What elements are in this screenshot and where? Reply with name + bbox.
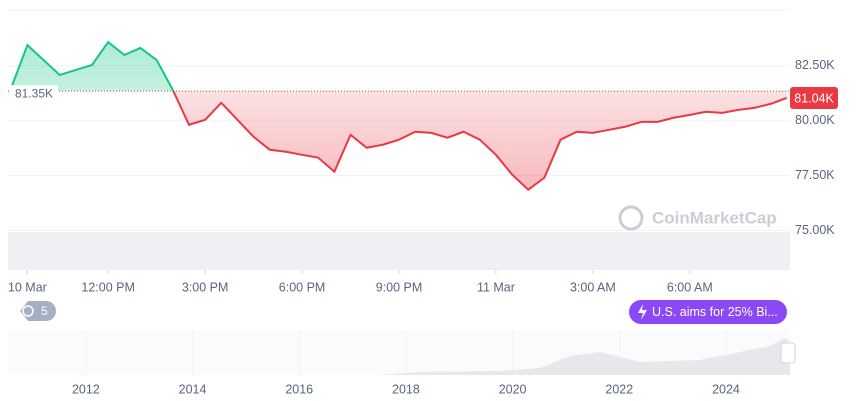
overview-tick-label: 2014	[179, 382, 207, 396]
history-badge[interactable]: 5	[20, 301, 56, 321]
overview-tick-label: 2022	[605, 382, 633, 396]
price-line-down	[172, 91, 788, 191]
overview-tick-label: 2024	[712, 382, 740, 396]
overview-area	[8, 338, 790, 375]
x-tick-label: 3:00 AM	[570, 280, 616, 294]
y-tick-label: 80.00K	[795, 113, 835, 127]
last-price-bg	[790, 86, 838, 109]
volume-strip	[8, 232, 790, 270]
overview-tick-label: 2016	[285, 382, 313, 396]
y-tick-label: 77.50K	[795, 168, 835, 182]
y-tick-label: 82.50K	[795, 58, 835, 72]
baseline-label: 81.35K	[15, 86, 53, 100]
y-tick-label: 75.00K	[795, 223, 835, 237]
price-line-up	[10, 40, 175, 92]
overview-tick-label: 2020	[499, 382, 527, 396]
area-up	[11, 42, 787, 92]
baseline-label-bg	[10, 85, 58, 100]
watermark-text: CoinMarketCap	[652, 208, 777, 227]
event-text: U.S. aims for 25% Bi...	[652, 305, 778, 319]
x-tick-label: 10 Mar	[8, 280, 47, 294]
overview-handle[interactable]	[780, 342, 796, 364]
x-tick-label: 11 Mar	[477, 280, 515, 294]
watermark: CoinMarketCap	[618, 205, 777, 231]
last-price-label: 81.04K	[794, 91, 834, 105]
x-tick-label: 12:00 PM	[81, 280, 135, 294]
overview-tick-label: 2012	[72, 382, 100, 396]
x-tick-label: 6:00 PM	[279, 280, 326, 294]
overview-tick-label: 2018	[392, 382, 420, 396]
x-tick-label: 6:00 AM	[667, 280, 713, 294]
x-tick-label: 3:00 PM	[182, 280, 229, 294]
x-tick-label: 9:00 PM	[376, 280, 423, 294]
event-badge[interactable]: U.S. aims for 25% Bi...	[629, 300, 787, 324]
history-count: 5	[41, 304, 48, 318]
